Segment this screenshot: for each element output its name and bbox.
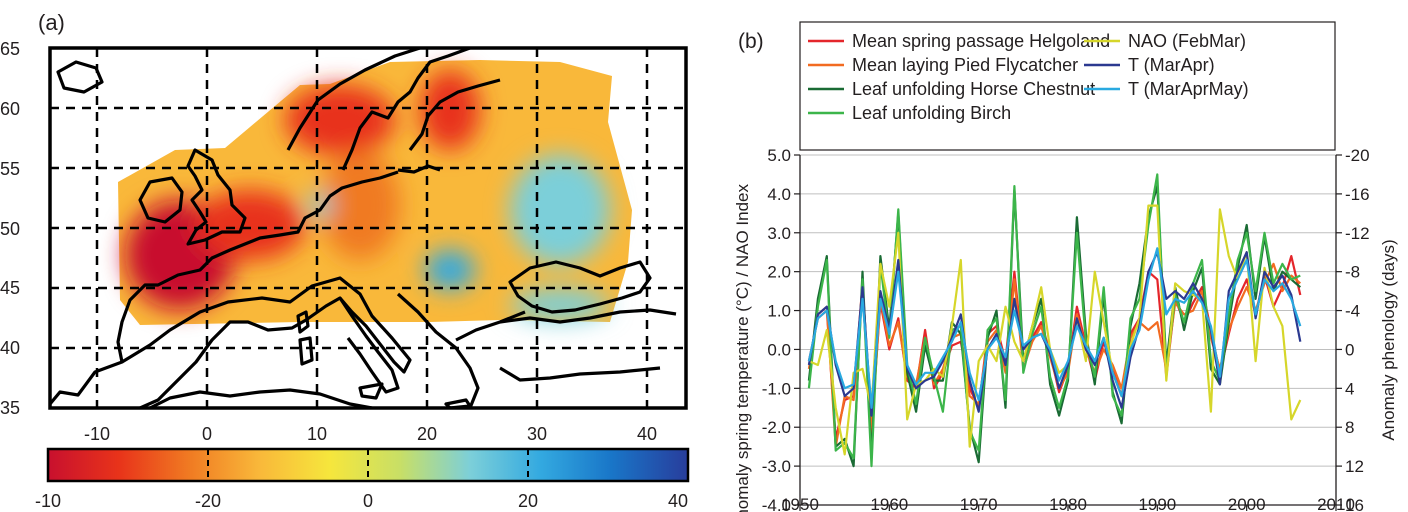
- coastline-corsica: [296, 310, 310, 334]
- legend-items: Mean spring passage Helgoland Mean laying…: [808, 31, 1249, 123]
- lon-tick-label: 40: [637, 424, 657, 444]
- panel-b-label: (b): [738, 30, 764, 53]
- series-lines: [807, 173, 1302, 468]
- legend-label: NAO (FebMar): [1128, 31, 1246, 51]
- lat-tick-label: 65: [0, 39, 20, 59]
- colorbar-tick-label: 0: [363, 491, 373, 511]
- anomaly-blob: [425, 250, 475, 290]
- y-tick-left-label: 3.0: [767, 224, 791, 243]
- coastline-sardinia: [298, 336, 314, 366]
- graticule: [50, 48, 686, 408]
- lat-tick-label: 45: [0, 278, 20, 298]
- lat-tick-label: 55: [0, 159, 20, 179]
- coastline-balkans: [396, 292, 526, 408]
- anomaly-blob: [285, 85, 395, 155]
- y-tick-right-label: -20: [1345, 146, 1370, 165]
- lat-tick-labels: 65 60 55 50 45 40 35: [0, 39, 20, 418]
- coastline-italy: [338, 297, 400, 394]
- coastline-ireland: [138, 176, 184, 224]
- lon-tick-label: 10: [307, 424, 327, 444]
- series-line-t-maraprmay: [807, 247, 1302, 409]
- coastline-britain: [186, 148, 247, 246]
- chart-axes: [794, 154, 1342, 511]
- gridlines: [800, 154, 1336, 506]
- y-tick-right-label: 0: [1345, 340, 1354, 359]
- tick-labels: 5.0 4.0 3.0 2.0 1.0 0.0 -1.0 -2.0 -3.0 -4.0 -20 -16…: [762, 146, 1370, 512]
- colorbar-tick-label: 40: [668, 491, 688, 511]
- x-tick-label: 2010: [1317, 495, 1355, 512]
- coastline-baltic: [397, 78, 501, 174]
- legend: Mean spring passage Helgoland Mean laying…: [799, 21, 1336, 151]
- x-tick-label: 1990: [1138, 495, 1176, 512]
- anomaly-blob: [420, 70, 480, 150]
- x-tick-label: 1980: [1049, 495, 1087, 512]
- y-tick-left-label: 4.0: [767, 185, 791, 204]
- anomaly-blob: [510, 155, 610, 265]
- y-tick-right-label: 12: [1345, 457, 1364, 476]
- x-tick-label: 1970: [960, 495, 998, 512]
- panel-b: (b) Mean spring passage Helgoland Mean la…: [733, 21, 1398, 512]
- y-tick-left-label: -4.0: [762, 496, 791, 512]
- x-tick-label: 1960: [870, 495, 908, 512]
- coastline-turkey: [499, 308, 677, 382]
- lat-tick-label: 60: [0, 99, 20, 119]
- lon-tick-labels: -10 0 10 20 30 40: [84, 424, 657, 444]
- lat-tick-label: 35: [0, 398, 20, 418]
- legend-label: Mean laying Pied Flycatcher: [852, 55, 1078, 75]
- lon-tick-label: -10: [84, 424, 110, 444]
- anomaly-blob: [195, 190, 305, 260]
- lon-tick-label: 20: [417, 424, 437, 444]
- coastline-mediterranean: [121, 276, 412, 408]
- legend-label: T (MarApr): [1128, 55, 1215, 75]
- y-axis-right-label: Anomaly phenology (days): [1379, 239, 1398, 440]
- anomaly-map: [50, 48, 686, 408]
- x-tick-label: 1950: [781, 495, 819, 512]
- y-tick-right-label: -8: [1345, 263, 1360, 282]
- y-tick-right-label: -4: [1345, 302, 1360, 321]
- colorbar-dividers: [207, 449, 529, 481]
- y-axis-left-label: Anomaly spring temperature (°C) / NAO In…: [733, 184, 752, 512]
- coastline-africa: [149, 388, 373, 408]
- panel-a: (a) 65 60 55 50 45 40 35: [0, 10, 690, 511]
- map-frame: [48, 46, 688, 410]
- colorbar-tick-label: -20: [195, 491, 221, 511]
- coastline-sicily: [358, 382, 384, 400]
- colorbar: -10 -20 0 20 40: [35, 447, 690, 511]
- y-tick-right-label: 16: [1345, 496, 1364, 512]
- colorbar-tick-label: -10: [35, 491, 61, 511]
- y-tick-right-label: -16: [1345, 185, 1370, 204]
- x-tick-label: 2000: [1228, 495, 1266, 512]
- y-tick-left-label: 0.0: [767, 340, 791, 359]
- legend-label: T (MarAprMay): [1128, 79, 1249, 99]
- y-tick-right-label: -12: [1345, 224, 1370, 243]
- lat-tick-label: 40: [0, 338, 20, 358]
- y-tick-left-label: 5.0: [767, 146, 791, 165]
- coastlines: [50, 48, 677, 408]
- lat-tick-label: 50: [0, 219, 20, 239]
- y-tick-left-label: 2.0: [767, 263, 791, 282]
- coastline-scandinavia: [286, 48, 471, 171]
- y-tick-left-label: -1.0: [762, 379, 791, 398]
- y-tick-right-label: 8: [1345, 418, 1354, 437]
- lon-tick-label: 0: [202, 424, 212, 444]
- y-tick-left-label: -2.0: [762, 418, 791, 437]
- y-tick-right-label: 4: [1345, 379, 1354, 398]
- lon-tick-label: 30: [527, 424, 547, 444]
- coastline-black-sea: [508, 260, 652, 314]
- legend-label: Leaf unfolding Horse Chestnut: [852, 79, 1095, 99]
- panel-a-label: (a): [38, 10, 65, 35]
- legend-label: Mean spring passage Helgoland: [852, 31, 1110, 51]
- legend-label: Leaf unfolding Birch: [852, 103, 1011, 123]
- colorbar-tick-labels: -10 -20 0 20 40: [35, 491, 688, 511]
- anomaly-blob: [510, 289, 610, 321]
- y-tick-left-label: 1.0: [767, 302, 791, 321]
- coastline-iceland: [56, 60, 104, 94]
- colorbar-tick-label: 20: [518, 491, 538, 511]
- legend-box: [799, 21, 1336, 151]
- y-tick-left-label: -3.0: [762, 457, 791, 476]
